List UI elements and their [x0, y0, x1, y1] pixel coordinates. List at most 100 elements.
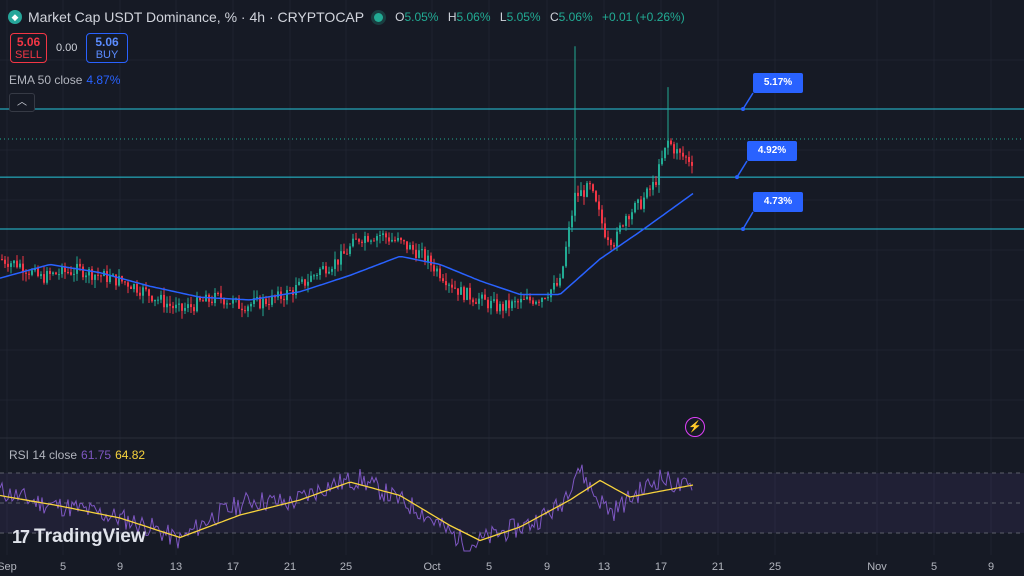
candle-body	[37, 268, 39, 277]
candle-body	[484, 294, 486, 300]
candle-body	[547, 297, 549, 299]
candle-body	[157, 299, 159, 301]
candle-body	[337, 259, 339, 265]
line-label-473[interactable]: 4.73%	[753, 192, 803, 212]
ema-legend[interactable]: EMA 50 close 4.87%	[9, 73, 120, 87]
candle-body	[307, 281, 309, 286]
candle-body	[298, 281, 300, 285]
ohlc-low-value: 5.05%	[506, 10, 541, 24]
candle-body	[601, 209, 603, 224]
symbol-title[interactable]: Market Cap USDT Dominance, % · 4h · CRYP…	[28, 9, 365, 25]
lightning-alert-icon[interactable]: ⚡	[685, 417, 705, 437]
candle-body	[670, 140, 672, 145]
candle-body	[142, 287, 144, 296]
line-label-517[interactable]: 5.17%	[753, 73, 803, 93]
candle-body	[619, 225, 621, 232]
rsi-legend[interactable]: RSI 14 close 61.75 64.82	[9, 448, 145, 462]
chart-header: ◆ Market Cap USDT Dominance, % · 4h · CR…	[8, 9, 691, 25]
time-axis-label: 5	[930, 561, 938, 573]
candle-body	[613, 245, 615, 247]
ohlc-values: O5.05% H5.06% L5.05% C5.06% +0.01 (+0.26…	[395, 10, 691, 24]
candle-body	[232, 299, 234, 304]
candle-body	[316, 274, 318, 276]
ohlc-open-value: 5.05%	[404, 10, 439, 24]
candle-body	[13, 260, 15, 264]
candle-body	[31, 270, 33, 275]
candle-body	[457, 288, 459, 295]
candle-body	[637, 199, 639, 203]
line-label-492[interactable]: 4.92%	[747, 141, 797, 161]
candle-body	[130, 286, 132, 290]
candle-body	[421, 249, 423, 251]
collapse-legend-button[interactable]: ︿	[9, 93, 35, 112]
candle-body	[580, 190, 582, 197]
candle-body	[589, 183, 591, 185]
candle-body	[178, 303, 180, 305]
candle-body	[475, 302, 477, 304]
candle-body	[226, 303, 228, 305]
candle-body	[472, 299, 474, 303]
candle-body	[40, 274, 42, 277]
candle-body	[454, 287, 456, 289]
sell-label: SELL	[15, 49, 42, 61]
tradingview-logo[interactable]: 17 TradingView	[12, 526, 146, 548]
candle-body	[22, 263, 24, 273]
candle-body	[124, 281, 126, 283]
candle-body	[505, 300, 507, 311]
ohlc-low-key: L	[499, 10, 507, 24]
candle-body	[268, 304, 270, 306]
candle-body	[133, 284, 135, 290]
candle-body	[625, 216, 627, 226]
candle-body	[136, 284, 138, 293]
candle-body	[256, 296, 258, 299]
tether-logo-icon: ◆	[8, 10, 22, 24]
candle-body	[592, 184, 594, 192]
candle-body	[415, 249, 417, 258]
candle-body	[238, 298, 240, 309]
candle-body	[517, 301, 519, 303]
candle-body	[559, 277, 561, 286]
buy-price: 5.06	[95, 35, 119, 49]
candle-body	[562, 266, 564, 278]
candle-body	[676, 149, 678, 154]
candle-body	[331, 268, 333, 272]
ohlc-close-value: 5.06%	[558, 10, 593, 24]
candle-body	[412, 245, 414, 250]
candle-body	[649, 188, 651, 190]
candle-body	[370, 240, 372, 242]
candle-body	[469, 287, 471, 300]
candle-body	[241, 308, 243, 311]
candle-body	[7, 263, 9, 267]
candle-body	[25, 272, 27, 274]
ohlc-high-value: 5.06%	[456, 10, 491, 24]
candle-body	[58, 274, 60, 276]
candle-body	[595, 191, 597, 202]
buy-button[interactable]: 5.06 BUY	[86, 33, 128, 63]
candle-body	[487, 299, 489, 309]
candle-body	[295, 284, 297, 295]
candle-body	[100, 275, 102, 277]
candle-body	[97, 274, 99, 276]
candle-body	[229, 303, 231, 305]
candle-body	[658, 164, 660, 185]
rsi-ma-legend-value: 64.82	[115, 448, 146, 462]
candle-body	[691, 161, 693, 166]
candle-body	[10, 263, 12, 267]
candle-body	[448, 284, 450, 286]
candle-body	[319, 268, 321, 275]
candle-body	[436, 268, 438, 272]
time-axis-label: 13	[169, 561, 183, 573]
candle-body	[622, 225, 624, 227]
candle-body	[109, 275, 111, 282]
candle-body	[328, 271, 330, 274]
sell-button[interactable]: 5.06 SELL	[10, 33, 47, 63]
candle-body	[364, 236, 366, 243]
candle-body	[310, 275, 312, 282]
candle-body	[655, 181, 657, 185]
ema-legend-label: EMA 50 close	[9, 73, 83, 87]
candle-body	[433, 265, 435, 272]
candle-body	[16, 260, 18, 268]
candle-body	[388, 237, 390, 242]
